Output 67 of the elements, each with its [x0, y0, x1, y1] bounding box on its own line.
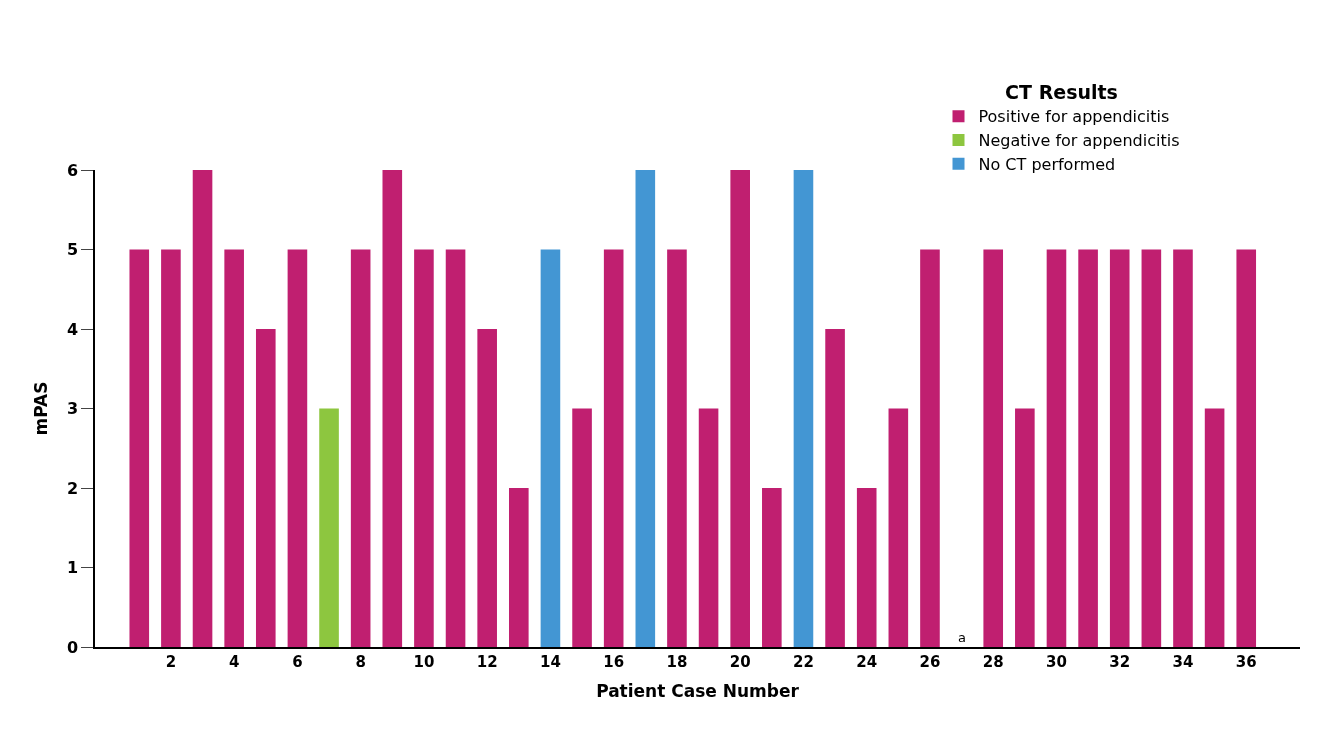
x-tick-label: 36 — [1235, 652, 1257, 671]
bar — [1141, 249, 1162, 647]
y-tick-label: 6 — [66, 160, 79, 180]
x-tick-label: 26 — [919, 652, 941, 671]
y-tick-label: 1 — [66, 558, 79, 578]
bar — [1204, 408, 1225, 647]
x-tick-label: 28 — [982, 652, 1004, 671]
bar — [698, 408, 719, 647]
y-tick-label: 4 — [66, 319, 79, 339]
bar — [888, 408, 909, 647]
bar — [1109, 249, 1130, 647]
bar — [572, 408, 592, 647]
bar — [1046, 249, 1067, 647]
bar — [287, 249, 308, 647]
y-tick-label: 2 — [66, 478, 79, 498]
y-tick-label: 0 — [66, 637, 79, 657]
legend-label: No CT performed — [978, 155, 1116, 175]
bar — [1078, 249, 1098, 647]
x-tick-label: 16 — [603, 652, 625, 671]
x-tick-label: 32 — [1109, 652, 1131, 671]
bar — [414, 249, 434, 647]
bar — [192, 170, 213, 647]
bar — [730, 170, 750, 647]
bar — [350, 249, 371, 647]
bar — [793, 170, 814, 647]
annotation: a — [958, 630, 966, 645]
x-tick-label: 18 — [666, 652, 688, 671]
x-tick-label: 4 — [228, 652, 240, 671]
x-tick-label: 10 — [413, 652, 435, 671]
bar — [983, 249, 1004, 647]
x-axis-title: Patient Case Number — [596, 680, 800, 701]
bar — [382, 170, 403, 647]
x-tick-label: 20 — [729, 652, 751, 671]
bar — [540, 249, 561, 647]
x-tick-label: 2 — [165, 652, 177, 671]
bar — [477, 329, 497, 647]
legend-label: Negative for appendicitis — [978, 131, 1180, 151]
legend-title: CT Results — [1005, 81, 1118, 104]
bar — [224, 249, 244, 647]
bar — [603, 249, 624, 647]
bar — [161, 249, 181, 647]
bar — [920, 249, 940, 647]
y-tick-label: 3 — [66, 399, 79, 419]
bar — [856, 488, 877, 647]
x-tick-label: 30 — [1046, 652, 1067, 671]
bar — [445, 249, 466, 647]
x-tick-label: 6 — [292, 652, 303, 671]
bar — [635, 170, 656, 647]
bar — [509, 488, 529, 647]
x-tick-label: 22 — [793, 652, 814, 671]
y-axis-title: mPAS — [30, 381, 51, 436]
y-tick-label: 5 — [66, 240, 79, 260]
x-tick-label: 8 — [355, 652, 366, 671]
bar — [129, 249, 150, 647]
bar — [1236, 249, 1257, 647]
legend-label: Positive for appendicitis — [978, 107, 1170, 127]
x-tick-label: 34 — [1172, 652, 1194, 671]
bar — [667, 249, 687, 647]
bar — [255, 329, 276, 647]
x-tick-label: 12 — [476, 652, 498, 671]
bar — [825, 329, 845, 647]
bar — [762, 488, 782, 647]
bar — [1015, 408, 1035, 647]
bar — [319, 408, 339, 647]
x-tick-label: 14 — [539, 652, 561, 671]
x-tick-label: 24 — [856, 652, 878, 671]
bar — [1173, 249, 1193, 647]
